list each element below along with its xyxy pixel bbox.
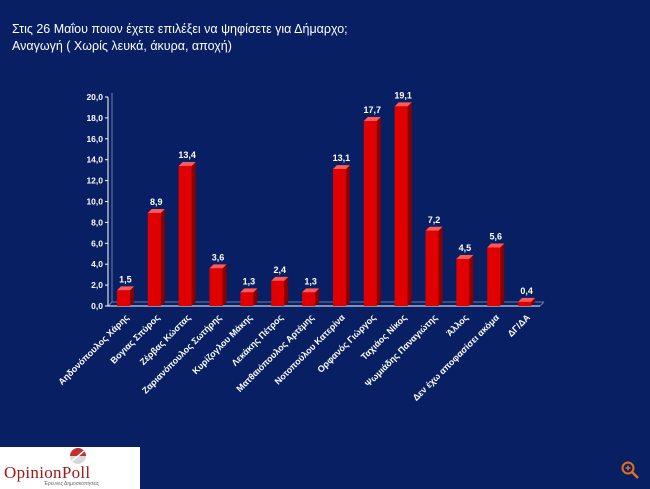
data-label: 13,4: [178, 150, 196, 160]
bar-top: [116, 286, 134, 291]
x-tick-label: Άλλος: [444, 312, 470, 338]
bar: [456, 258, 470, 306]
bar-side: [500, 243, 505, 306]
data-label: 5,6: [489, 231, 502, 241]
bar-side: [191, 161, 196, 306]
opinionpoll-logo: OpinionPoll Έρευνες Δημοσκοπήσεις: [0, 447, 140, 489]
bar-side: [469, 254, 474, 306]
bar-side: [315, 288, 320, 306]
bar: [518, 301, 532, 306]
bar-top: [302, 288, 320, 293]
bar-top: [487, 243, 505, 248]
data-label: 17,7: [364, 105, 382, 115]
data-label: 1,3: [243, 276, 256, 286]
bar-top: [209, 264, 227, 269]
y-tick-label: 14,0: [86, 155, 103, 165]
y-tick-label: 10,0: [86, 197, 103, 207]
bar: [178, 165, 192, 306]
bar: [240, 292, 254, 306]
data-label: 1,3: [304, 276, 317, 286]
bar-top: [240, 288, 258, 293]
bar: [302, 292, 316, 306]
bar-side: [376, 117, 381, 306]
logo-globe-icon: [70, 448, 86, 464]
bar: [116, 290, 130, 306]
bar-top: [178, 161, 196, 166]
bar-top: [456, 254, 474, 259]
x-tick-label: ΔΓ/ΔΑ: [506, 312, 533, 339]
y-tick-label: 8,0: [91, 217, 103, 227]
bar-top: [147, 208, 165, 213]
data-label: 3,6: [212, 252, 225, 262]
bar-top: [425, 226, 443, 231]
floor-corner-line: [539, 301, 545, 307]
bar: [332, 169, 346, 306]
bar: [363, 121, 377, 306]
bar-side: [407, 102, 412, 306]
bar-side: [160, 208, 165, 306]
data-label: 8,9: [150, 197, 163, 207]
data-label: 19,1: [394, 90, 412, 100]
y-tick-label: 2,0: [91, 280, 103, 290]
bar: [209, 268, 223, 306]
bar-side: [284, 276, 289, 306]
zoom-icon[interactable]: [620, 460, 640, 480]
data-label: 7,2: [428, 215, 441, 225]
bar-top: [518, 297, 536, 302]
data-label: 2,4: [273, 265, 286, 275]
bar: [425, 230, 439, 306]
y-tick-label: 0,0: [91, 301, 103, 311]
y-tick-label: 20,0: [86, 92, 103, 102]
bar: [271, 280, 285, 306]
data-label: 0,4: [520, 286, 533, 296]
data-label: 13,1: [333, 153, 351, 163]
y-tick-label: 6,0: [91, 238, 103, 248]
bar-top: [363, 117, 381, 122]
y-tick-label: 18,0: [86, 113, 103, 123]
bar-side: [129, 286, 134, 306]
bar-side: [253, 288, 258, 306]
bar-side: [438, 226, 443, 306]
chart-subtitle: Αναγωγή ( Χωρίς λευκά, άκυρα, αποχή): [12, 39, 232, 53]
logo-text: OpinionPoll: [4, 463, 91, 482]
bar-side: [345, 165, 350, 306]
bar-side: [222, 264, 227, 306]
data-label: 4,5: [459, 243, 472, 253]
floor-corner-line: [107, 301, 113, 307]
bar-top: [394, 102, 412, 107]
bar: [394, 106, 408, 306]
y-tick-label: 12,0: [86, 176, 103, 186]
data-label: 1,5: [119, 274, 132, 284]
x-tick-label: Ορφανός Γιώργος: [315, 312, 378, 375]
y-tick-label: 16,0: [86, 134, 103, 144]
bar-top: [332, 165, 350, 170]
bar: [487, 247, 501, 306]
bar-top: [271, 276, 289, 281]
bar-side: [531, 297, 536, 306]
logo-subtitle: Έρευνες Δημοσκοπήσεις: [44, 481, 100, 487]
chart-title: Στις 26 Μαΐου ποιον έχετε επιλέξει να ψη…: [12, 22, 348, 36]
y-tick-label: 4,0: [91, 259, 103, 269]
bar: [147, 212, 161, 306]
